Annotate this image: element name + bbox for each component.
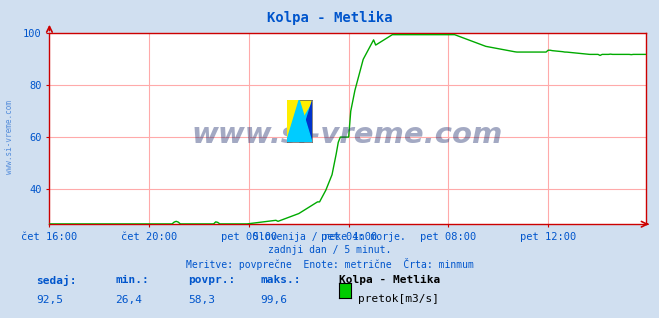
Text: 58,3: 58,3 [188, 295, 215, 305]
Polygon shape [287, 100, 312, 142]
Text: Slovenija / reke in morje.: Slovenija / reke in morje. [253, 232, 406, 242]
Text: zadnji dan / 5 minut.: zadnji dan / 5 minut. [268, 245, 391, 255]
Text: pretok[m3/s]: pretok[m3/s] [358, 294, 439, 304]
Text: www.si-vreme.com: www.si-vreme.com [192, 121, 503, 149]
Text: povpr.:: povpr.: [188, 275, 235, 285]
Text: min.:: min.: [115, 275, 149, 285]
Text: maks.:: maks.: [260, 275, 301, 285]
Polygon shape [299, 100, 312, 142]
Text: 92,5: 92,5 [36, 295, 63, 305]
Polygon shape [287, 100, 312, 142]
Polygon shape [287, 100, 299, 142]
Polygon shape [287, 100, 312, 142]
Text: www.si-vreme.com: www.si-vreme.com [5, 100, 14, 174]
Text: sedaj:: sedaj: [36, 275, 76, 286]
Text: Kolpa - Metlika: Kolpa - Metlika [267, 11, 392, 25]
Text: Kolpa - Metlika: Kolpa - Metlika [339, 275, 441, 285]
Text: Meritve: povprečne  Enote: metrične  Črta: minmum: Meritve: povprečne Enote: metrične Črta:… [186, 258, 473, 270]
Text: 99,6: 99,6 [260, 295, 287, 305]
Text: 26,4: 26,4 [115, 295, 142, 305]
